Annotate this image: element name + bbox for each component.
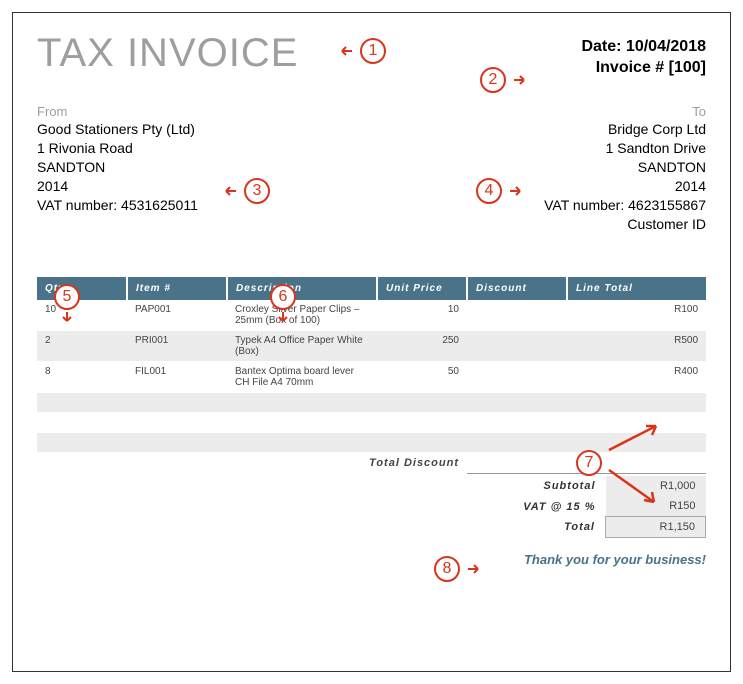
- cell-item: PRI001: [127, 331, 227, 362]
- cell-total: R400: [567, 362, 706, 393]
- invoice-frame: TAX INVOICE Date: 10/04/2018 Invoice # […: [12, 12, 731, 672]
- cell-item: PAP001: [127, 300, 227, 331]
- to-name: Bridge Corp Ltd: [544, 120, 706, 139]
- from-postal: 2014: [37, 177, 198, 196]
- cell-disc: [467, 331, 567, 362]
- to-cust: Customer ID: [544, 215, 706, 234]
- invoice-value: [100]: [669, 59, 706, 76]
- table-row: 8 FIL001 Bantex Optima board lever CH Fi…: [37, 362, 706, 393]
- invoice-meta: Date: 10/04/2018 Invoice # [100]: [581, 37, 706, 79]
- cell-desc: Typek A4 Office Paper White (Box): [227, 331, 377, 362]
- cell-total: R500: [567, 331, 706, 362]
- from-vat: VAT number: 4531625011: [37, 196, 198, 215]
- to-label: To: [544, 103, 706, 121]
- summary-total: Total R1,150: [476, 517, 706, 538]
- table-row-empty: [37, 413, 706, 433]
- table-row: 10 PAP001 Croxley Silver Paper Clips – 2…: [37, 300, 706, 331]
- summary-subtotal: Subtotal R1,000: [476, 476, 706, 496]
- addresses: From Good Stationers Pty (Ltd) 1 Rivonia…: [37, 103, 706, 234]
- cell-unit: 10: [377, 300, 467, 331]
- cell-qty: 2: [37, 331, 127, 362]
- to-city: SANDTON: [544, 158, 706, 177]
- line-items-table: Qty Item # Description Unit Price Discou…: [37, 277, 706, 474]
- page-title: TAX INVOICE: [37, 31, 298, 76]
- invoice-label: Invoice #: [596, 59, 664, 76]
- th-desc: Description: [227, 277, 377, 300]
- summary-vat: VAT @ 15 % R150: [476, 496, 706, 517]
- total-label: Total: [476, 517, 606, 538]
- th-total: Line Total: [567, 277, 706, 300]
- cell-desc: Bantex Optima board lever CH File A4 70m…: [227, 362, 377, 393]
- cell-item: FIL001: [127, 362, 227, 393]
- th-qty: Qty: [37, 277, 127, 300]
- table-row: 2 PRI001 Typek A4 Office Paper White (Bo…: [37, 331, 706, 362]
- th-item: Item #: [127, 277, 227, 300]
- total-discount-label: Total Discount: [37, 453, 467, 474]
- total-discount-line-total: [567, 453, 706, 474]
- vat-label: VAT @ 15 %: [476, 496, 606, 517]
- from-name: Good Stationers Pty (Ltd): [37, 120, 198, 139]
- th-unit: Unit Price: [377, 277, 467, 300]
- vat-value: R150: [606, 496, 706, 517]
- cell-desc: Croxley Silver Paper Clips – 25mm (Box o…: [227, 300, 377, 331]
- from-line1: 1 Rivonia Road: [37, 139, 198, 158]
- total-value: R1,150: [606, 517, 706, 538]
- cell-qty: 10: [37, 300, 127, 331]
- date-value: 10/04/2018: [626, 38, 706, 55]
- th-disc: Discount: [467, 277, 567, 300]
- date-line: Date: 10/04/2018: [581, 37, 706, 58]
- cell-disc: [467, 362, 567, 393]
- invoice-line: Invoice # [100]: [581, 58, 706, 79]
- cell-unit: 250: [377, 331, 467, 362]
- total-discount-value: [467, 453, 567, 474]
- cell-qty: 8: [37, 362, 127, 393]
- from-city: SANDTON: [37, 158, 198, 177]
- header-row: TAX INVOICE Date: 10/04/2018 Invoice # […: [37, 31, 706, 79]
- to-address: To Bridge Corp Ltd 1 Sandton Drive SANDT…: [544, 103, 706, 234]
- summary: Subtotal R1,000 VAT @ 15 % R150 Total R1…: [37, 476, 706, 538]
- to-vat: VAT number: 4623155867: [544, 196, 706, 215]
- table-header-row: Qty Item # Description Unit Price Discou…: [37, 277, 706, 300]
- thanks-message: Thank you for your business!: [37, 552, 706, 567]
- from-address: From Good Stationers Pty (Ltd) 1 Rivonia…: [37, 103, 198, 234]
- total-discount-row: Total Discount: [37, 453, 706, 474]
- subtotal-label: Subtotal: [476, 476, 606, 496]
- table-row-empty: [37, 393, 706, 413]
- from-label: From: [37, 103, 198, 121]
- to-line1: 1 Sandton Drive: [544, 139, 706, 158]
- to-postal: 2014: [544, 177, 706, 196]
- date-label: Date:: [581, 38, 621, 55]
- table-row-empty: [37, 433, 706, 453]
- cell-unit: 50: [377, 362, 467, 393]
- subtotal-value: R1,000: [606, 476, 706, 496]
- cell-total: R100: [567, 300, 706, 331]
- summary-table: Subtotal R1,000 VAT @ 15 % R150 Total R1…: [476, 476, 707, 538]
- cell-disc: [467, 300, 567, 331]
